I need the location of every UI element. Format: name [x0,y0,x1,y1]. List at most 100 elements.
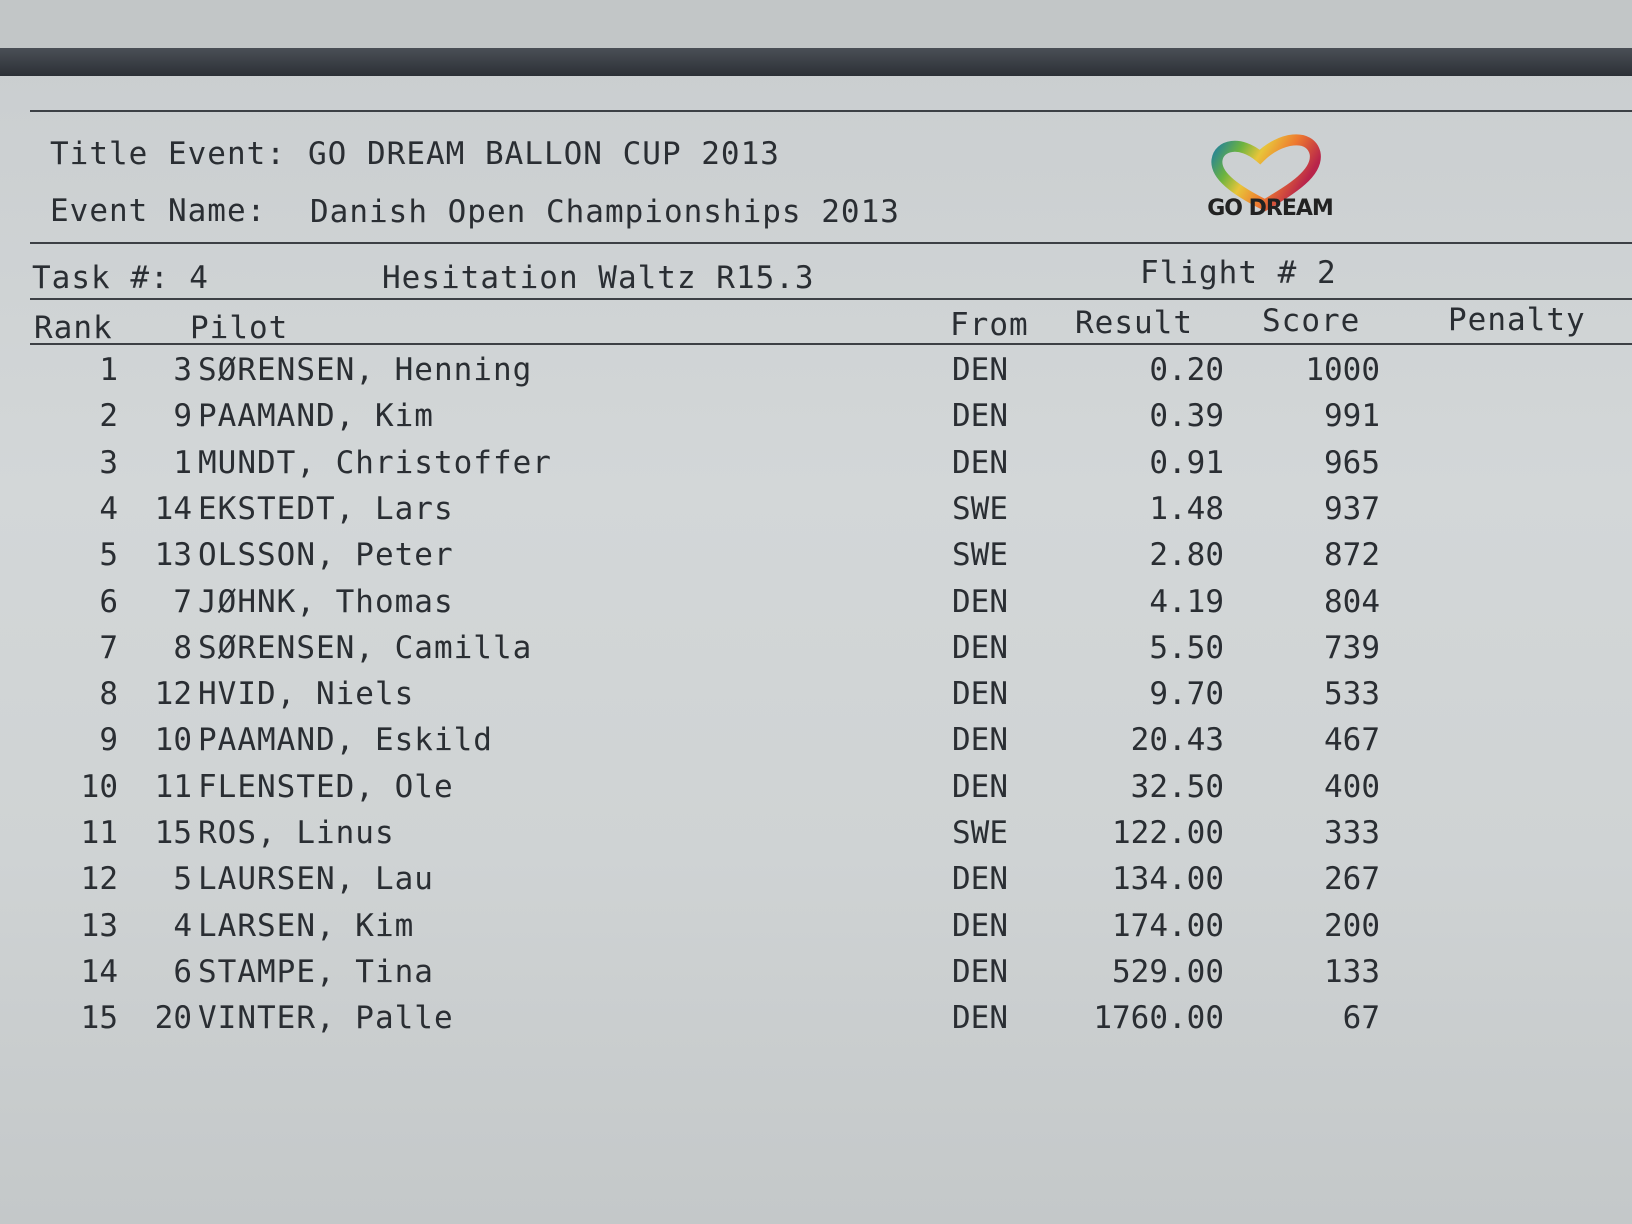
rank-cell: 11 [80,815,118,851]
result-cell: 32.50 [1130,768,1224,805]
divider [30,110,1632,112]
result-cell: 1760.00 [1093,1000,1224,1037]
result-cell: 529.00 [1112,953,1224,990]
pilot-number-cell: 7 [173,583,192,620]
score-cell: 467 [1324,722,1380,759]
pilot-number-cell: 8 [173,629,192,666]
pilot-number-cell: 6 [173,953,192,990]
table-row: 11 15 ROS, Linus SWE 122.00 333 [0,815,1632,861]
event-name-value: Danish Open Championships 2013 [310,194,900,230]
rank-cell: 8 [99,676,118,713]
score-cell: 267 [1324,861,1380,898]
result-cell: 122.00 [1112,815,1224,851]
country-cell: SWE [952,815,1008,851]
table-row: 14 6 STAMPE, Tina DEN 529.00 133 [0,954,1632,1000]
country-cell: DEN [952,722,1008,759]
score-cell: 739 [1324,629,1380,666]
table-row: 2 9 PAAMAND, Kim DEN 0.39 991 [0,398,1632,444]
pilot-name-cell: MUNDT, Christoffer [198,444,552,481]
pilot-name-cell: PAAMAND, Kim [198,398,434,435]
score-cell: 533 [1324,676,1380,713]
pilot-name-cell: FLENSTED, Ole [198,768,454,805]
result-cell: 20.43 [1130,722,1224,759]
divider [30,242,1632,244]
rank-cell: 14 [80,953,118,990]
divider [30,343,1632,345]
title-event-value: GO DREAM BALLON CUP 2013 [308,136,780,172]
background-top [0,0,1632,50]
flight-number: Flight # 2 [1140,255,1337,291]
table-row: 4 14 EKSTEDT, Lars SWE 1.48 937 [0,491,1632,537]
table-row: 3 1 MUNDT, Christoffer DEN 0.91 965 [0,445,1632,491]
task-number: Task #: 4 [32,260,209,296]
rank-cell: 4 [99,490,118,527]
rank-cell: 13 [80,907,118,944]
result-cell: 174.00 [1112,907,1224,944]
pilot-number-cell: 3 [173,352,192,388]
score-cell: 991 [1324,398,1380,435]
table-row: 15 20 VINTER, Palle DEN 1760.00 67 [0,1000,1632,1046]
score-cell: 333 [1324,815,1380,851]
score-cell: 200 [1324,907,1380,944]
rank-cell: 12 [80,861,118,898]
table-row: 9 10 PAAMAND, Eskild DEN 20.43 467 [0,722,1632,768]
country-cell: DEN [952,953,1008,990]
pilot-number-cell: 13 [154,537,192,574]
pilot-name-cell: LAURSEN, Lau [198,861,434,898]
result-cell: 0.39 [1149,398,1224,435]
task-name: Hesitation Waltz R15.3 [382,260,815,296]
country-cell: DEN [952,352,1008,388]
title-event-label: Title Event: [50,136,286,172]
table-row: 12 5 LAURSEN, Lau DEN 134.00 267 [0,861,1632,907]
country-cell: DEN [952,444,1008,481]
pilot-name-cell: OLSSON, Peter [198,537,454,574]
country-cell: SWE [952,537,1008,574]
column-penalty: Penalty [1448,302,1586,338]
pilot-number-cell: 4 [173,907,192,944]
result-cell: 9.70 [1149,676,1224,713]
country-cell: DEN [952,583,1008,620]
score-cell: 872 [1324,537,1380,574]
pilot-name-cell: EKSTEDT, Lars [198,490,454,527]
score-cell: 133 [1324,953,1380,990]
rank-cell: 1 [99,352,118,388]
pilot-number-cell: 5 [173,861,192,898]
pilot-name-cell: SØRENSEN, Camilla [198,629,533,666]
pilot-number-cell: 20 [154,1000,192,1037]
pilot-name-cell: VINTER, Palle [198,1000,454,1037]
logo-text: GO DREAM [1207,196,1334,221]
score-cell: 67 [1342,1000,1380,1037]
country-cell: SWE [952,490,1008,527]
result-cell: 0.91 [1149,444,1224,481]
pilot-number-cell: 1 [173,444,192,481]
pilot-number-cell: 12 [154,676,192,713]
score-cell: 965 [1324,444,1380,481]
rank-cell: 7 [99,629,118,666]
country-cell: DEN [952,1000,1008,1037]
table-row: 13 4 LARSEN, Kim DEN 174.00 200 [0,908,1632,954]
rank-cell: 9 [99,722,118,759]
result-cell: 1.48 [1149,490,1224,527]
country-cell: DEN [952,907,1008,944]
result-cell: 5.50 [1149,629,1224,666]
country-cell: DEN [952,676,1008,713]
column-pilot: Pilot [190,310,289,346]
rank-cell: 10 [80,768,118,805]
pilot-name-cell: STAMPE, Tina [198,953,434,990]
pilot-name-cell: LARSEN, Kim [198,907,415,944]
rank-cell: 5 [99,537,118,574]
result-cell: 0.20 [1149,352,1224,388]
column-rank: Rank [34,310,113,346]
divider [30,298,1632,300]
country-cell: DEN [952,768,1008,805]
pilot-name-cell: SØRENSEN, Henning [198,352,533,388]
pilot-name-cell: PAAMAND, Eskild [198,722,493,759]
pilot-number-cell: 10 [154,722,192,759]
column-score: Score [1262,303,1361,339]
pilot-number-cell: 15 [154,815,192,851]
pilot-number-cell: 9 [173,398,192,435]
result-cell: 4.19 [1149,583,1224,620]
table-row: 8 12 HVID, Niels DEN 9.70 533 [0,676,1632,722]
table-row: 10 11 FLENSTED, Ole DEN 32.50 400 [0,769,1632,815]
pilot-name-cell: ROS, Linus [198,815,395,851]
